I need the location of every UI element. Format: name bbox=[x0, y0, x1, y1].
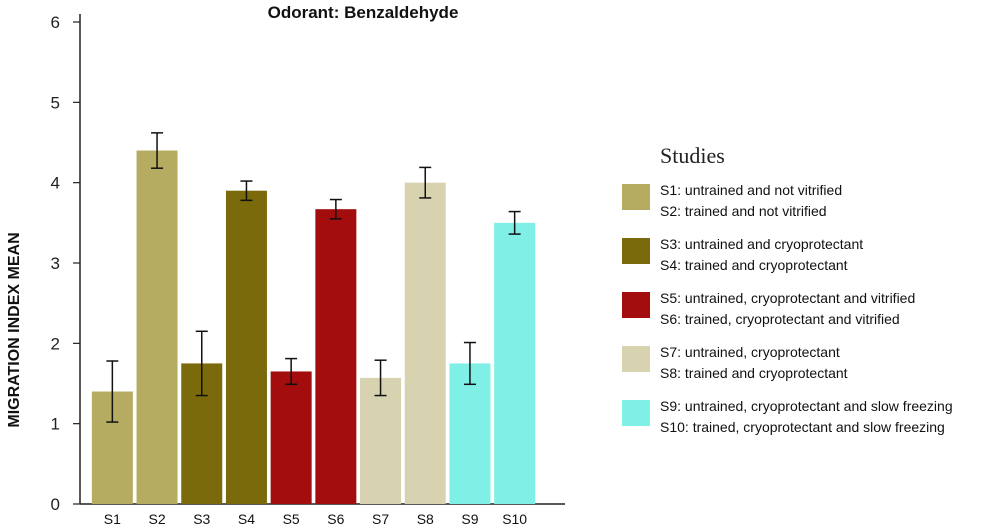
x-tick-label-s7: S7 bbox=[372, 511, 389, 527]
legend-entry-text: S4: trained and cryoprotectant bbox=[660, 257, 848, 273]
x-tick-label-s8: S8 bbox=[417, 511, 434, 527]
x-tick-label-s5: S5 bbox=[283, 511, 300, 527]
legend-entry-text: S8: trained and cryoprotectant bbox=[660, 365, 848, 381]
legend-entry-text: S6: trained, cryoprotectant and vitrifie… bbox=[660, 311, 900, 327]
legend-entry-text: S5: untrained, cryoprotectant and vitrif… bbox=[660, 290, 915, 306]
x-tick-label-s9: S9 bbox=[461, 511, 478, 527]
bar-s7 bbox=[360, 377, 402, 504]
chart-title: Odorant: Benzaldehyde bbox=[268, 3, 459, 22]
y-tick-label: 3 bbox=[51, 254, 60, 273]
legend-entry-text: S9: untrained, cryoprotectant and slow f… bbox=[660, 398, 953, 414]
bar-s4 bbox=[225, 190, 267, 504]
legend-swatch-4 bbox=[622, 346, 650, 372]
x-tick-labels: S1 S2 S3 S4 S5 S6 S7 S8 S9 S10 bbox=[104, 511, 528, 527]
y-tick-label: 4 bbox=[51, 174, 60, 193]
legend-entry-text: S1: untrained and not vitrified bbox=[660, 182, 842, 198]
legend-swatch-1 bbox=[622, 184, 650, 210]
legend-entry-text: S10: trained, cryoprotectant and slow fr… bbox=[660, 419, 945, 435]
bar-s10 bbox=[494, 222, 536, 505]
legend-entry-text: S7: untrained, cryoprotectant bbox=[660, 344, 840, 360]
legend-entry-text: S3: untrained and cryoprotectant bbox=[660, 236, 863, 252]
x-tick-label-s4: S4 bbox=[238, 511, 255, 527]
x-tick-label-s2: S2 bbox=[148, 511, 165, 527]
legend-swatch-2 bbox=[622, 238, 650, 264]
y-axis-label: MIGRATION INDEX MEAN bbox=[6, 232, 23, 427]
bar-s5 bbox=[270, 371, 312, 504]
error-bars bbox=[106, 132, 521, 423]
bar-s9 bbox=[449, 363, 491, 504]
x-tick-label-s3: S3 bbox=[193, 511, 210, 527]
legend: Studies S1: untrained and not vitrified S… bbox=[622, 143, 953, 435]
y-tick-label: 5 bbox=[51, 93, 60, 112]
legend-entry-text: S2: trained and not vitrified bbox=[660, 203, 827, 219]
y-tick-label: 6 bbox=[51, 13, 60, 32]
x-tick-label-s1: S1 bbox=[104, 511, 121, 527]
legend-title: Studies bbox=[660, 143, 725, 168]
bars bbox=[91, 150, 536, 505]
y-tick-label: 0 bbox=[51, 495, 60, 514]
x-tick-label-s10: S10 bbox=[502, 511, 527, 527]
y-tick-label: 2 bbox=[51, 334, 60, 353]
bar-s8 bbox=[404, 182, 446, 504]
y-tick-label: 1 bbox=[51, 415, 60, 434]
x-tick-label-s6: S6 bbox=[327, 511, 344, 527]
legend-swatch-3 bbox=[622, 292, 650, 318]
bar-s6 bbox=[315, 209, 357, 504]
bar-s2 bbox=[136, 150, 178, 505]
legend-swatch-5 bbox=[622, 400, 650, 426]
